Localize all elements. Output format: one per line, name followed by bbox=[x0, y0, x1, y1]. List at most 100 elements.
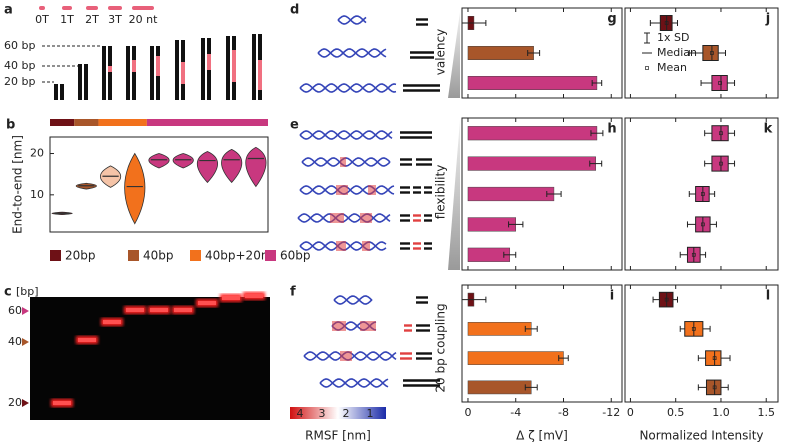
bar bbox=[467, 351, 564, 365]
side-label: flexibility bbox=[434, 165, 448, 220]
gradient-wedge bbox=[448, 12, 460, 98]
helix-strand bbox=[333, 295, 373, 305]
flexible-part bbox=[340, 351, 352, 361]
legend-label: 40bp+20nt bbox=[205, 249, 273, 263]
colorbar bbox=[290, 407, 386, 419]
legend-label: 1T bbox=[60, 13, 74, 26]
mean-marker bbox=[712, 385, 717, 390]
legend-label: 3T bbox=[108, 13, 122, 26]
marker-label: 40 bbox=[8, 335, 22, 348]
flexible-part bbox=[330, 213, 344, 223]
mean-marker bbox=[691, 327, 696, 331]
band bbox=[174, 308, 192, 312]
colorbar-title: RMSF [nm] bbox=[305, 429, 371, 443]
helix-strand bbox=[337, 15, 367, 25]
plot-frame bbox=[461, 117, 623, 271]
mean-marker bbox=[712, 356, 717, 360]
violin bbox=[196, 151, 219, 184]
y-axis-label: End-to-end [nm] bbox=[11, 135, 25, 234]
panel-label: h bbox=[607, 122, 616, 137]
panel-label: a bbox=[4, 3, 13, 18]
group-bar bbox=[98, 119, 147, 126]
legend-label: 1x SD bbox=[657, 31, 689, 44]
group-bar bbox=[146, 119, 268, 126]
panel-label: l bbox=[766, 289, 770, 304]
group-bar bbox=[74, 119, 99, 126]
x-tick-label: 0.5 bbox=[667, 406, 685, 419]
x-tick-label: 1.5 bbox=[757, 406, 775, 419]
flexible-part bbox=[340, 157, 346, 167]
y-tick-label: 20 bbox=[30, 147, 44, 160]
x-axis-label: Δ ζ [mV] bbox=[516, 429, 568, 443]
mean-marker bbox=[719, 131, 723, 136]
legend-label: Mean bbox=[657, 61, 687, 74]
bar bbox=[467, 46, 534, 60]
mean-marker bbox=[664, 297, 669, 302]
band bbox=[126, 308, 144, 312]
helix-strand bbox=[333, 295, 373, 305]
panel-label: k bbox=[764, 122, 773, 137]
bar bbox=[467, 186, 555, 202]
marker-arrow bbox=[22, 338, 29, 346]
mean-marker bbox=[701, 222, 705, 227]
band bbox=[78, 338, 96, 342]
legend-swatch bbox=[190, 250, 201, 261]
colorbar-tick: 2 bbox=[343, 407, 350, 420]
legend-label: 20 nt bbox=[129, 13, 158, 26]
mean-marker bbox=[718, 81, 722, 85]
helix-strand bbox=[299, 130, 393, 140]
x-axis-label: Normalized Intensity bbox=[639, 429, 763, 443]
band bbox=[103, 320, 121, 324]
bar bbox=[467, 380, 532, 395]
flexible-part bbox=[362, 241, 370, 251]
panel-label: i bbox=[610, 289, 614, 304]
x-tick-label: 0 bbox=[464, 406, 471, 419]
panel-label: g bbox=[607, 12, 616, 27]
band bbox=[53, 401, 71, 405]
legend-mean bbox=[645, 66, 649, 70]
plot-frame bbox=[624, 7, 779, 99]
marker-arrow bbox=[22, 307, 29, 315]
constructs bbox=[54, 34, 262, 100]
mean-marker bbox=[719, 161, 723, 166]
plot-frame bbox=[461, 284, 623, 403]
x-tick-label: -4 bbox=[510, 406, 521, 419]
panel-label: c bbox=[4, 285, 12, 300]
length-label: 20 bp bbox=[4, 75, 35, 88]
bar bbox=[467, 76, 598, 90]
flexible-part bbox=[360, 213, 372, 223]
legend-label: 2T bbox=[85, 13, 99, 26]
legend-label: 0T bbox=[35, 13, 49, 26]
box bbox=[705, 379, 722, 396]
helices bbox=[297, 15, 397, 388]
y-tick-label: 10 bbox=[30, 188, 44, 201]
construct-symbols bbox=[400, 18, 440, 387]
unit-label: [bp] bbox=[16, 285, 39, 298]
legend-label: 20bp bbox=[65, 249, 96, 263]
legend-label: 60bp bbox=[280, 249, 311, 263]
colorbar-tick: 1 bbox=[367, 407, 374, 420]
marker-label: 60 bbox=[8, 304, 22, 317]
bar bbox=[467, 126, 598, 141]
plot-frame bbox=[624, 284, 779, 403]
x-tick-label: -8 bbox=[558, 406, 569, 419]
violin bbox=[172, 153, 194, 169]
marker-label: 20 bbox=[8, 396, 22, 409]
dashed-guides bbox=[42, 45, 102, 83]
band bbox=[222, 296, 240, 300]
legend-label: 40bp bbox=[143, 249, 174, 263]
flexible-part bbox=[332, 321, 346, 331]
flexible-part bbox=[336, 185, 348, 195]
legend-swatch bbox=[50, 250, 61, 261]
helix-strand bbox=[299, 83, 397, 93]
x-tick-label: 1.0 bbox=[712, 406, 730, 419]
flexible-part bbox=[368, 185, 376, 195]
bar bbox=[467, 156, 596, 171]
box bbox=[711, 155, 729, 172]
gel-bands bbox=[51, 292, 265, 407]
side-label: valency bbox=[434, 29, 448, 75]
helix-strand bbox=[319, 378, 389, 388]
mean-marker bbox=[701, 192, 705, 196]
box bbox=[711, 125, 729, 142]
